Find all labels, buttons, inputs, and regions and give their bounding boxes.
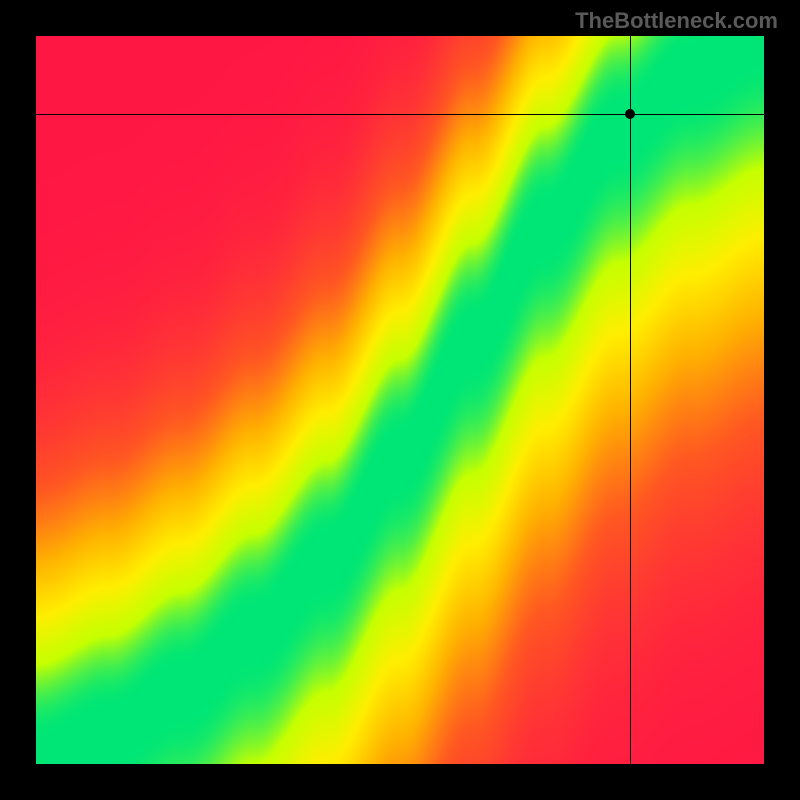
heatmap-plot <box>36 36 764 764</box>
watermark-text: TheBottleneck.com <box>575 8 778 34</box>
crosshair-horizontal <box>36 114 764 115</box>
heatmap-canvas <box>36 36 764 764</box>
crosshair-vertical <box>630 36 631 764</box>
crosshair-marker[interactable] <box>625 109 635 119</box>
